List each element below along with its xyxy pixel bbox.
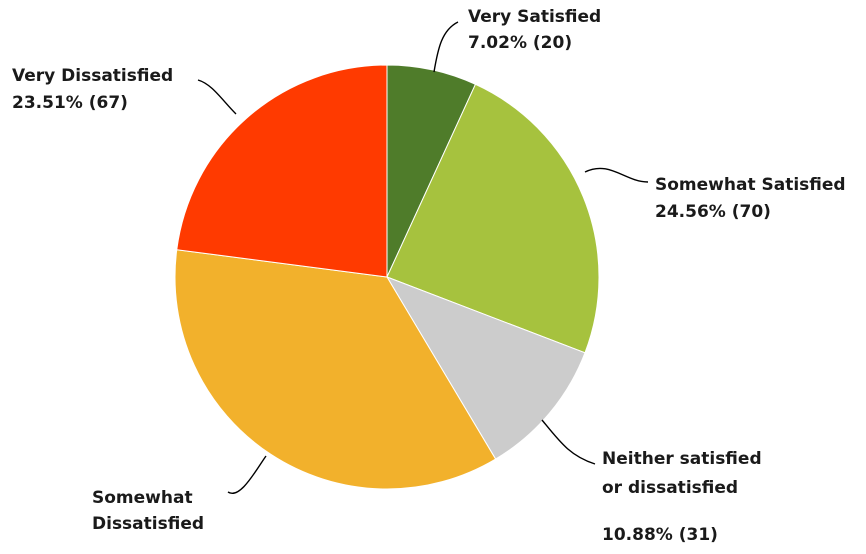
pie-slice-somewhat-dissatisfied xyxy=(174,249,497,490)
slice-value-label-very-dissatisfied: 23.51% (67) xyxy=(12,93,128,113)
pie-slice-very-dissatisfied xyxy=(176,64,388,278)
leader-line-somewhat-satisfied xyxy=(584,167,649,183)
slice-label-very-dissatisfied: Very Dissatisfied xyxy=(12,66,173,86)
pie-slice-neither-satisfied-or-dissatisfied xyxy=(385,276,586,460)
slice-label-somewhat-satisfied: Somewhat Satisfied xyxy=(655,175,846,195)
slice-label-neither-satisfied-or-dissatisfied-line-2: or dissatisfied xyxy=(602,478,738,498)
slice-label-very-satisfied: Very Satisfied xyxy=(468,7,601,27)
leader-line-very-dissatisfied xyxy=(197,79,237,115)
pie-slice-somewhat-satisfied xyxy=(386,83,600,354)
leader-line-neither-satisfied-or-dissatisfied xyxy=(541,419,596,465)
slice-label-somewhat-dissatisfied-line-2: Dissatisfied xyxy=(92,514,204,534)
slice-label-somewhat-dissatisfied-line-1: Somewhat xyxy=(92,488,193,508)
slice-value-label-neither-satisfied-or-dissatisfied: 10.88% (31) xyxy=(602,525,718,545)
leader-lines xyxy=(197,21,649,495)
leader-line-very-satisfied xyxy=(433,21,459,73)
slice-label-neither-satisfied-or-dissatisfied-line-1: Neither satisfied xyxy=(602,449,762,469)
pie-slices xyxy=(174,64,600,490)
slice-labels: Very Satisfied 7.02% (20) Somewhat Satisfi… xyxy=(12,7,846,545)
slice-value-label-very-satisfied: 7.02% (20) xyxy=(468,33,572,53)
slice-value-label-somewhat-satisfied: 24.56% (70) xyxy=(655,202,771,222)
leader-line-somewhat-dissatisfied xyxy=(227,455,267,495)
